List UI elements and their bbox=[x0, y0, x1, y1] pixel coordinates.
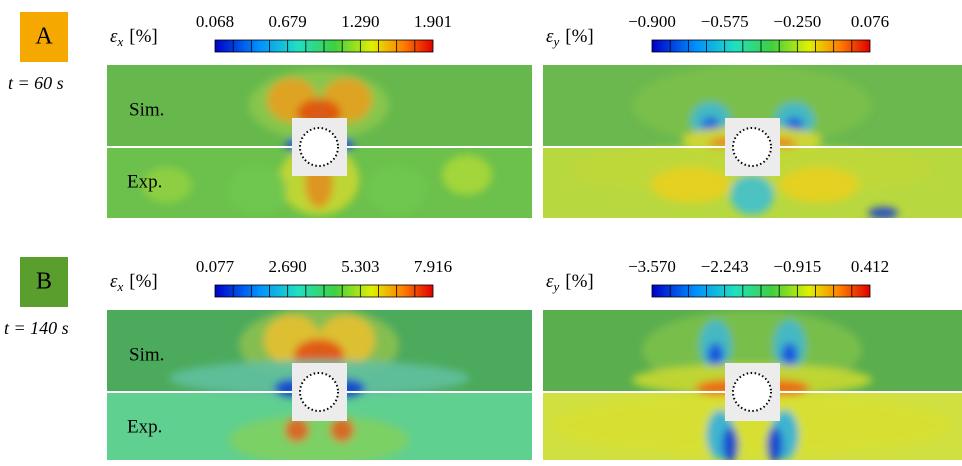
hole bbox=[733, 128, 771, 166]
unit: [%] bbox=[565, 271, 593, 292]
hole bbox=[300, 128, 338, 166]
colorbar-tick-label: 5.303 bbox=[341, 257, 379, 276]
colorbar-tick-label: 0.077 bbox=[196, 257, 235, 276]
contour-blob bbox=[330, 418, 354, 442]
exp-label: Exp. bbox=[127, 171, 162, 192]
unit: [%] bbox=[129, 271, 157, 292]
subscript: x bbox=[117, 34, 124, 49]
sim-label: Sim. bbox=[129, 344, 164, 365]
colorbar-tick-label: −3.570 bbox=[628, 257, 676, 276]
exp-label: Exp. bbox=[127, 416, 162, 437]
field-label: εy[%] bbox=[546, 26, 594, 49]
unit: [%] bbox=[565, 26, 593, 47]
sim-label: Sim. bbox=[129, 99, 164, 120]
contour-blob bbox=[442, 155, 492, 195]
colorbar-tick-label: −0.915 bbox=[773, 257, 821, 276]
field-label: εx[%] bbox=[110, 26, 158, 49]
hole bbox=[300, 373, 338, 411]
colorbar-tick-label: 0.068 bbox=[196, 12, 234, 31]
contour-blob bbox=[651, 167, 731, 203]
colorbar-tick-label: −0.900 bbox=[628, 12, 676, 31]
field-label: εx[%] bbox=[110, 271, 158, 294]
figure: At = 60 sεx[%]0.0680.6791.2901.901Sim.Ex… bbox=[0, 0, 962, 461]
contour-blob bbox=[781, 343, 797, 367]
colorbar-tick-label: 0.076 bbox=[851, 12, 889, 31]
contour-blob bbox=[367, 165, 427, 215]
colorbar-tick-label: 0.679 bbox=[269, 12, 307, 31]
colorbar-tick-label: −0.575 bbox=[701, 12, 749, 31]
colorbar-tick-label: −0.250 bbox=[773, 12, 821, 31]
colorbar-tick-label: 0.412 bbox=[851, 257, 889, 276]
contour-blob bbox=[868, 207, 898, 219]
contour-blob bbox=[730, 175, 774, 215]
field-plot bbox=[107, 65, 532, 218]
colorbar-tick-label: 1.290 bbox=[341, 12, 379, 31]
badge-label: A bbox=[35, 24, 53, 50]
contour-blob bbox=[708, 343, 724, 367]
colorbar-tick-label: 7.916 bbox=[414, 257, 452, 276]
subscript: y bbox=[552, 34, 560, 49]
contour-blob bbox=[285, 418, 309, 442]
badge-label: B bbox=[36, 269, 52, 295]
subscript: x bbox=[117, 279, 124, 294]
contour-blob bbox=[779, 167, 859, 203]
colorbar-tick-label: 1.901 bbox=[414, 12, 452, 31]
colorbar-tick-label: −2.243 bbox=[701, 257, 749, 276]
time-label: t = 140 s bbox=[4, 318, 69, 338]
hole bbox=[733, 373, 771, 411]
field-plot bbox=[543, 65, 962, 219]
unit: [%] bbox=[129, 26, 157, 47]
field-label: εy[%] bbox=[546, 271, 594, 294]
time-label: t = 60 s bbox=[8, 73, 64, 93]
field-plot bbox=[107, 307, 532, 461]
subscript: y bbox=[552, 279, 560, 294]
contour-blob bbox=[227, 165, 287, 215]
field-plot bbox=[543, 310, 962, 461]
colorbar-tick-label: 2.690 bbox=[269, 257, 307, 276]
